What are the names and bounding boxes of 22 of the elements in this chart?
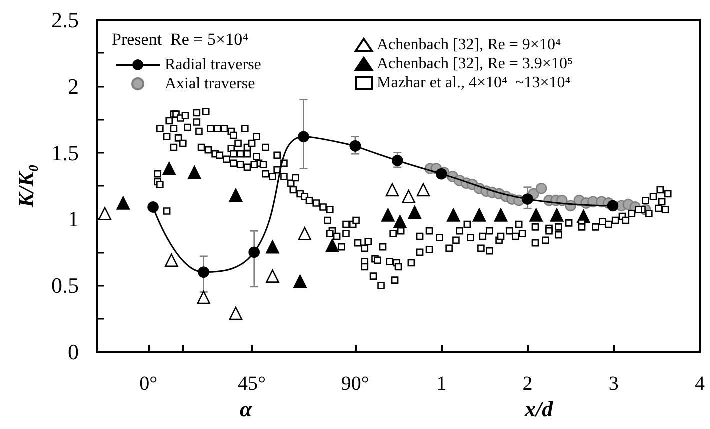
x2-tick-label: 3	[608, 373, 619, 395]
legend-label: Achenbach [32], Re = 9×10⁴	[377, 36, 562, 54]
legend-label: Achenbach [32], Re = 3.9×10⁵	[377, 56, 574, 72]
legend-label: Mazhar et al., 4×10⁴ ~13×10⁴	[377, 74, 572, 92]
x-axis-title: α	[240, 396, 253, 422]
y-tick-label: 0	[68, 340, 79, 364]
y-tick-label: 2	[68, 74, 79, 99]
legend-label: Radial traverse	[165, 56, 262, 74]
y-tick-label: 0.5	[52, 273, 79, 298]
x2-tick-label: 2	[522, 373, 533, 395]
x2-axis-title: x/d	[524, 396, 554, 422]
y-tick-label: 1.5	[52, 140, 79, 166]
x2-tick-label: 1	[436, 373, 447, 395]
y-tick-label: 2.5	[52, 8, 79, 32]
x-tick-label: 0°	[140, 373, 158, 395]
x-tick-label: 45°	[238, 373, 266, 395]
x2-tick-label: 4	[695, 373, 705, 395]
legend-label: Axial traverse	[165, 76, 256, 92]
y-axis-title: K/K₀	[14, 164, 38, 209]
y-tick-label: 1	[68, 206, 79, 232]
legend-title: Present Re = 5×10⁴	[112, 30, 249, 49]
x-tick-label: 90°	[341, 373, 370, 395]
